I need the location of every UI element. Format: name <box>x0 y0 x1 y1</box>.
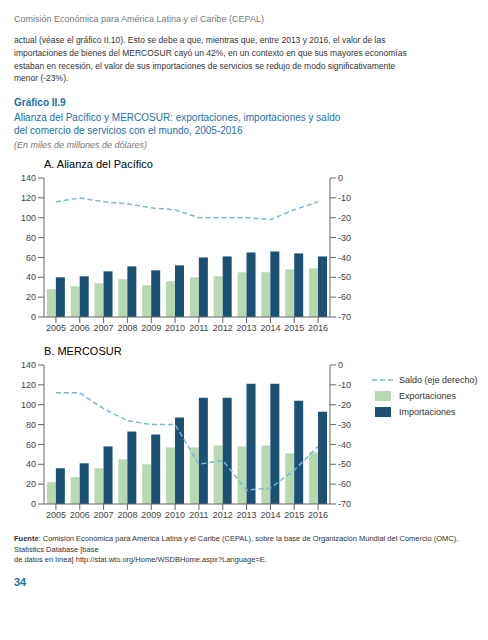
html-text:Saldo (eje derecho): Saldo (eje derecho) <box>399 375 478 385</box>
svg-text:2015: 2015 <box>284 510 304 520</box>
svg-text:140: 140 <box>21 360 36 370</box>
svg-text:40: 40 <box>26 459 36 469</box>
svg-text:100: 100 <box>21 213 36 223</box>
svg-text:2011: 2011 <box>189 510 208 520</box>
svg-text:2005: 2005 <box>46 323 66 333</box>
svg-text:80: 80 <box>26 420 36 430</box>
html-text:Alianza del Pacífico y MERCOSU: Alianza del Pacífico y MERCOSUR: exporta… <box>14 112 341 136</box>
svg-text:2014: 2014 <box>260 510 280 520</box>
svg-text:-60: -60 <box>338 479 351 489</box>
svg-text:20: 20 <box>26 292 36 302</box>
svg-text:-30: -30 <box>338 420 351 430</box>
svg-text:60: 60 <box>26 440 36 450</box>
svg-text:120: 120 <box>21 193 36 203</box>
svg-text:2016: 2016 <box>308 510 328 520</box>
html-text:Exportaciones: Exportaciones <box>399 391 456 401</box>
svg-text:80: 80 <box>26 233 36 243</box>
svg-text:0: 0 <box>338 360 343 370</box>
html-text:34: 34 <box>14 575 27 588</box>
svg-text:2006: 2006 <box>70 323 90 333</box>
svg-text:-60: -60 <box>338 292 351 302</box>
svg-text:2016: 2016 <box>308 323 328 333</box>
svg-text:2010: 2010 <box>165 510 185 520</box>
html-text:Gráfico II.9: Gráfico II.9 <box>14 97 66 108</box>
svg-text:2014: 2014 <box>260 323 280 333</box>
svg-text:-70: -70 <box>338 499 351 509</box>
svg-text:2008: 2008 <box>117 510 137 520</box>
svg-text:0: 0 <box>31 312 36 322</box>
svg-text:2010: 2010 <box>165 323 185 333</box>
svg-text:20: 20 <box>26 479 36 489</box>
svg-text:0: 0 <box>338 173 343 183</box>
html-text:actual (véase el gráfico II.10: actual (véase el gráfico II.10). Esto se… <box>14 35 407 84</box>
html-text:Importaciones: Importaciones <box>399 407 456 417</box>
svg-text:-40: -40 <box>338 440 351 450</box>
svg-text:2006: 2006 <box>70 510 90 520</box>
html-text:Fuente: Comisión Económica par: Fuente: Comisión Económica para América … <box>14 534 459 564</box>
svg-text:2007: 2007 <box>94 323 114 333</box>
svg-text:-50: -50 <box>338 272 351 282</box>
svg-text:120: 120 <box>21 380 36 390</box>
html-text:B. MERCOSUR: B. MERCOSUR <box>44 345 122 357</box>
svg-text:0: 0 <box>31 499 36 509</box>
svg-text:2005: 2005 <box>46 510 66 520</box>
svg-text:-70: -70 <box>338 312 351 322</box>
svg-text:60: 60 <box>26 253 36 263</box>
svg-text:100: 100 <box>21 400 36 410</box>
svg-text:2015: 2015 <box>284 323 304 333</box>
svg-text:2013: 2013 <box>237 323 257 333</box>
svg-text:-30: -30 <box>338 233 351 243</box>
html-text:(En miles de millones de dólar: (En miles de millones de dólares) <box>14 140 148 150</box>
svg-text:140: 140 <box>21 173 36 183</box>
svg-text:2009: 2009 <box>141 323 161 333</box>
svg-text:-50: -50 <box>338 459 351 469</box>
html-text:A. Alianza del Pacífico: A. Alianza del Pacífico <box>44 158 153 170</box>
svg-text:-20: -20 <box>338 400 351 410</box>
svg-text:2011: 2011 <box>189 323 208 333</box>
html-text:Comisión Económica para Améric: Comisión Económica para América Latina y… <box>14 14 264 24</box>
svg-text:2009: 2009 <box>141 510 161 520</box>
svg-text:2008: 2008 <box>117 323 137 333</box>
svg-text:-40: -40 <box>338 253 351 263</box>
svg-text:2012: 2012 <box>213 510 233 520</box>
svg-text:2013: 2013 <box>237 510 257 520</box>
svg-text:40: 40 <box>26 272 36 282</box>
svg-text:-10: -10 <box>338 193 351 203</box>
svg-text:-10: -10 <box>338 380 351 390</box>
svg-text:2012: 2012 <box>213 323 233 333</box>
svg-text:-20: -20 <box>338 213 351 223</box>
svg-text:2007: 2007 <box>94 510 114 520</box>
